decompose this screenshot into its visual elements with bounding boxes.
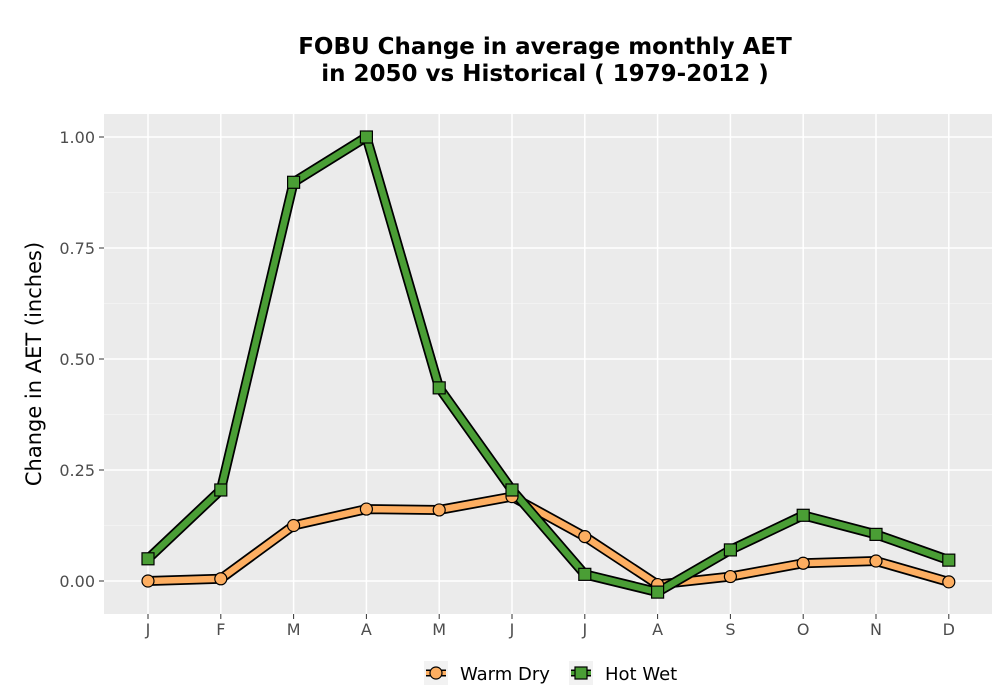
data-point-warm-dry — [578, 529, 592, 544]
data-point-hot-wet — [942, 553, 956, 567]
x-tick-label: A — [361, 620, 372, 639]
series-line-warm-dry — [144, 493, 953, 588]
data-point-warm-dry — [432, 503, 446, 517]
x-tick-label: O — [797, 620, 810, 639]
legend-marker-warm-dry — [429, 666, 443, 680]
y-tick-label: 0.00 — [59, 572, 95, 591]
y-tick-label: 0.75 — [59, 239, 95, 258]
x-tick-label: J — [145, 620, 151, 639]
chart-title-line2: in 2050 vs Historical ( 1979-2012 ) — [321, 61, 768, 87]
y-tick-label: 1.00 — [59, 128, 95, 147]
legend-label-warm-dry: Warm Dry — [460, 664, 550, 685]
x-tick-label: M — [287, 620, 301, 639]
x-tick-label: J — [581, 620, 587, 639]
data-point-hot-wet — [141, 552, 155, 566]
x-tick-label: D — [943, 620, 955, 639]
data-point-warm-dry — [869, 554, 883, 568]
data-point-warm-dry — [141, 574, 155, 588]
data-point-hot-wet — [578, 567, 592, 581]
x-tick-label: S — [725, 620, 735, 639]
x-tick-label: M — [432, 620, 446, 639]
data-point-hot-wet — [432, 381, 446, 395]
x-tick-label: N — [870, 620, 882, 639]
data-point-warm-dry — [287, 518, 301, 533]
data-point-hot-wet — [287, 175, 301, 189]
legend: Warm Dry Hot Wet — [424, 661, 677, 685]
data-point-hot-wet — [214, 483, 228, 497]
data-point-warm-dry — [796, 556, 810, 570]
data-point-hot-wet — [869, 527, 883, 541]
y-axis: 0.00 0.25 0.50 0.75 1.00 — [59, 128, 104, 591]
series-line-hot-wet — [144, 133, 953, 596]
y-tick-label: 0.25 — [59, 461, 95, 480]
series-layer — [141, 130, 956, 599]
y-axis-title: Change in AET (inches) — [22, 242, 46, 486]
x-tick-label: F — [216, 620, 225, 639]
chart-title-line1: FOBU Change in average monthly AET — [298, 34, 792, 60]
data-point-hot-wet — [723, 543, 738, 557]
data-point-hot-wet — [359, 130, 373, 144]
y-tick-label: 0.50 — [59, 350, 95, 369]
data-point-warm-dry — [214, 572, 228, 586]
data-point-warm-dry — [359, 502, 373, 516]
x-tick-label: A — [652, 620, 663, 639]
data-point-hot-wet — [650, 585, 665, 599]
data-point-warm-dry — [942, 575, 956, 589]
legend-marker-hot-wet — [574, 666, 588, 680]
legend-label-hot-wet: Hot Wet — [605, 664, 677, 685]
data-point-hot-wet — [505, 483, 519, 497]
data-point-warm-dry — [723, 569, 738, 584]
data-point-hot-wet — [796, 508, 810, 522]
x-tick-label: J — [509, 620, 515, 639]
